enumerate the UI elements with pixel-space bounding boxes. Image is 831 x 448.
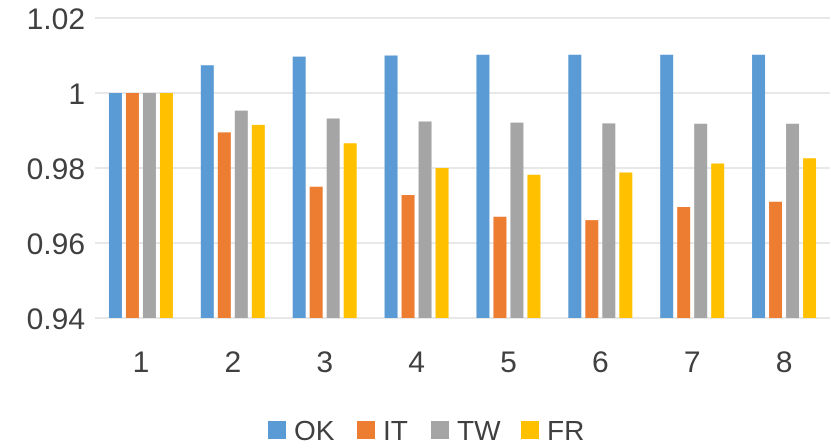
legend-swatch-ok — [268, 421, 286, 439]
bar-tw-2 — [234, 110, 248, 318]
bar-ok-8 — [752, 54, 766, 318]
bar-it-8 — [769, 201, 783, 318]
bar-tw-8 — [786, 123, 800, 318]
bar-ok-6 — [568, 54, 582, 318]
bar-ok-3 — [292, 56, 306, 318]
legend-label-ok: OK — [294, 415, 335, 446]
x-tick-label: 5 — [500, 346, 517, 379]
bar-tw-4 — [418, 121, 432, 318]
bar-it-4 — [401, 195, 415, 318]
bar-fr-7 — [711, 163, 725, 318]
bar-it-1 — [125, 93, 139, 318]
bar-ok-7 — [660, 54, 674, 318]
x-axis-tick-labels: 1 2 3 4 5 6 7 8 — [133, 346, 793, 379]
y-tick-label: 1 — [68, 78, 85, 111]
legend-swatch-fr — [521, 421, 539, 439]
x-tick-label: 8 — [776, 346, 793, 379]
x-tick-label: 3 — [316, 346, 333, 379]
legend: OK IT TW FR — [268, 415, 584, 446]
bar-fr-5 — [527, 174, 541, 318]
bar-ok-2 — [200, 65, 214, 318]
bar-it-2 — [217, 132, 231, 318]
legend-label-it: IT — [383, 415, 408, 446]
x-tick-label: 7 — [684, 346, 701, 379]
bar-tw-7 — [694, 123, 708, 318]
bar-fr-4 — [435, 168, 449, 318]
bar-it-3 — [309, 186, 323, 318]
gridlines — [95, 17, 830, 319]
bar-tw-6 — [602, 123, 616, 318]
y-tick-label: 0.98 — [27, 153, 85, 186]
bar-fr-3 — [343, 143, 357, 318]
x-tick-label: 1 — [133, 346, 150, 379]
y-tick-label: 0.96 — [27, 228, 85, 261]
bar-ok-1 — [108, 93, 122, 318]
legend-swatch-it — [357, 421, 375, 439]
bar-it-5 — [493, 216, 507, 318]
bar-ok-4 — [384, 55, 398, 318]
bar-tw-1 — [142, 93, 156, 318]
bar-fr-1 — [159, 93, 173, 318]
bar-fr-6 — [619, 172, 633, 318]
bar-it-6 — [585, 220, 599, 318]
x-tick-label: 6 — [592, 346, 609, 379]
x-tick-label: 4 — [408, 346, 425, 379]
bar-tw-5 — [510, 122, 524, 318]
bar-fr-2 — [251, 124, 265, 318]
legend-label-tw: TW — [457, 415, 501, 446]
y-tick-label: 1.02 — [27, 3, 85, 36]
y-tick-label: 0.94 — [27, 303, 85, 336]
y-axis-tick-labels: 0.94 0.96 0.98 1 1.02 — [27, 3, 85, 336]
legend-swatch-tw — [431, 421, 449, 439]
bar-tw-3 — [326, 118, 340, 318]
legend-label-fr: FR — [547, 415, 584, 446]
bar-ok-5 — [476, 54, 490, 318]
bar-fr-8 — [803, 158, 817, 318]
x-tick-label: 2 — [224, 346, 241, 379]
bar-it-7 — [677, 207, 691, 318]
bars — [108, 54, 817, 318]
